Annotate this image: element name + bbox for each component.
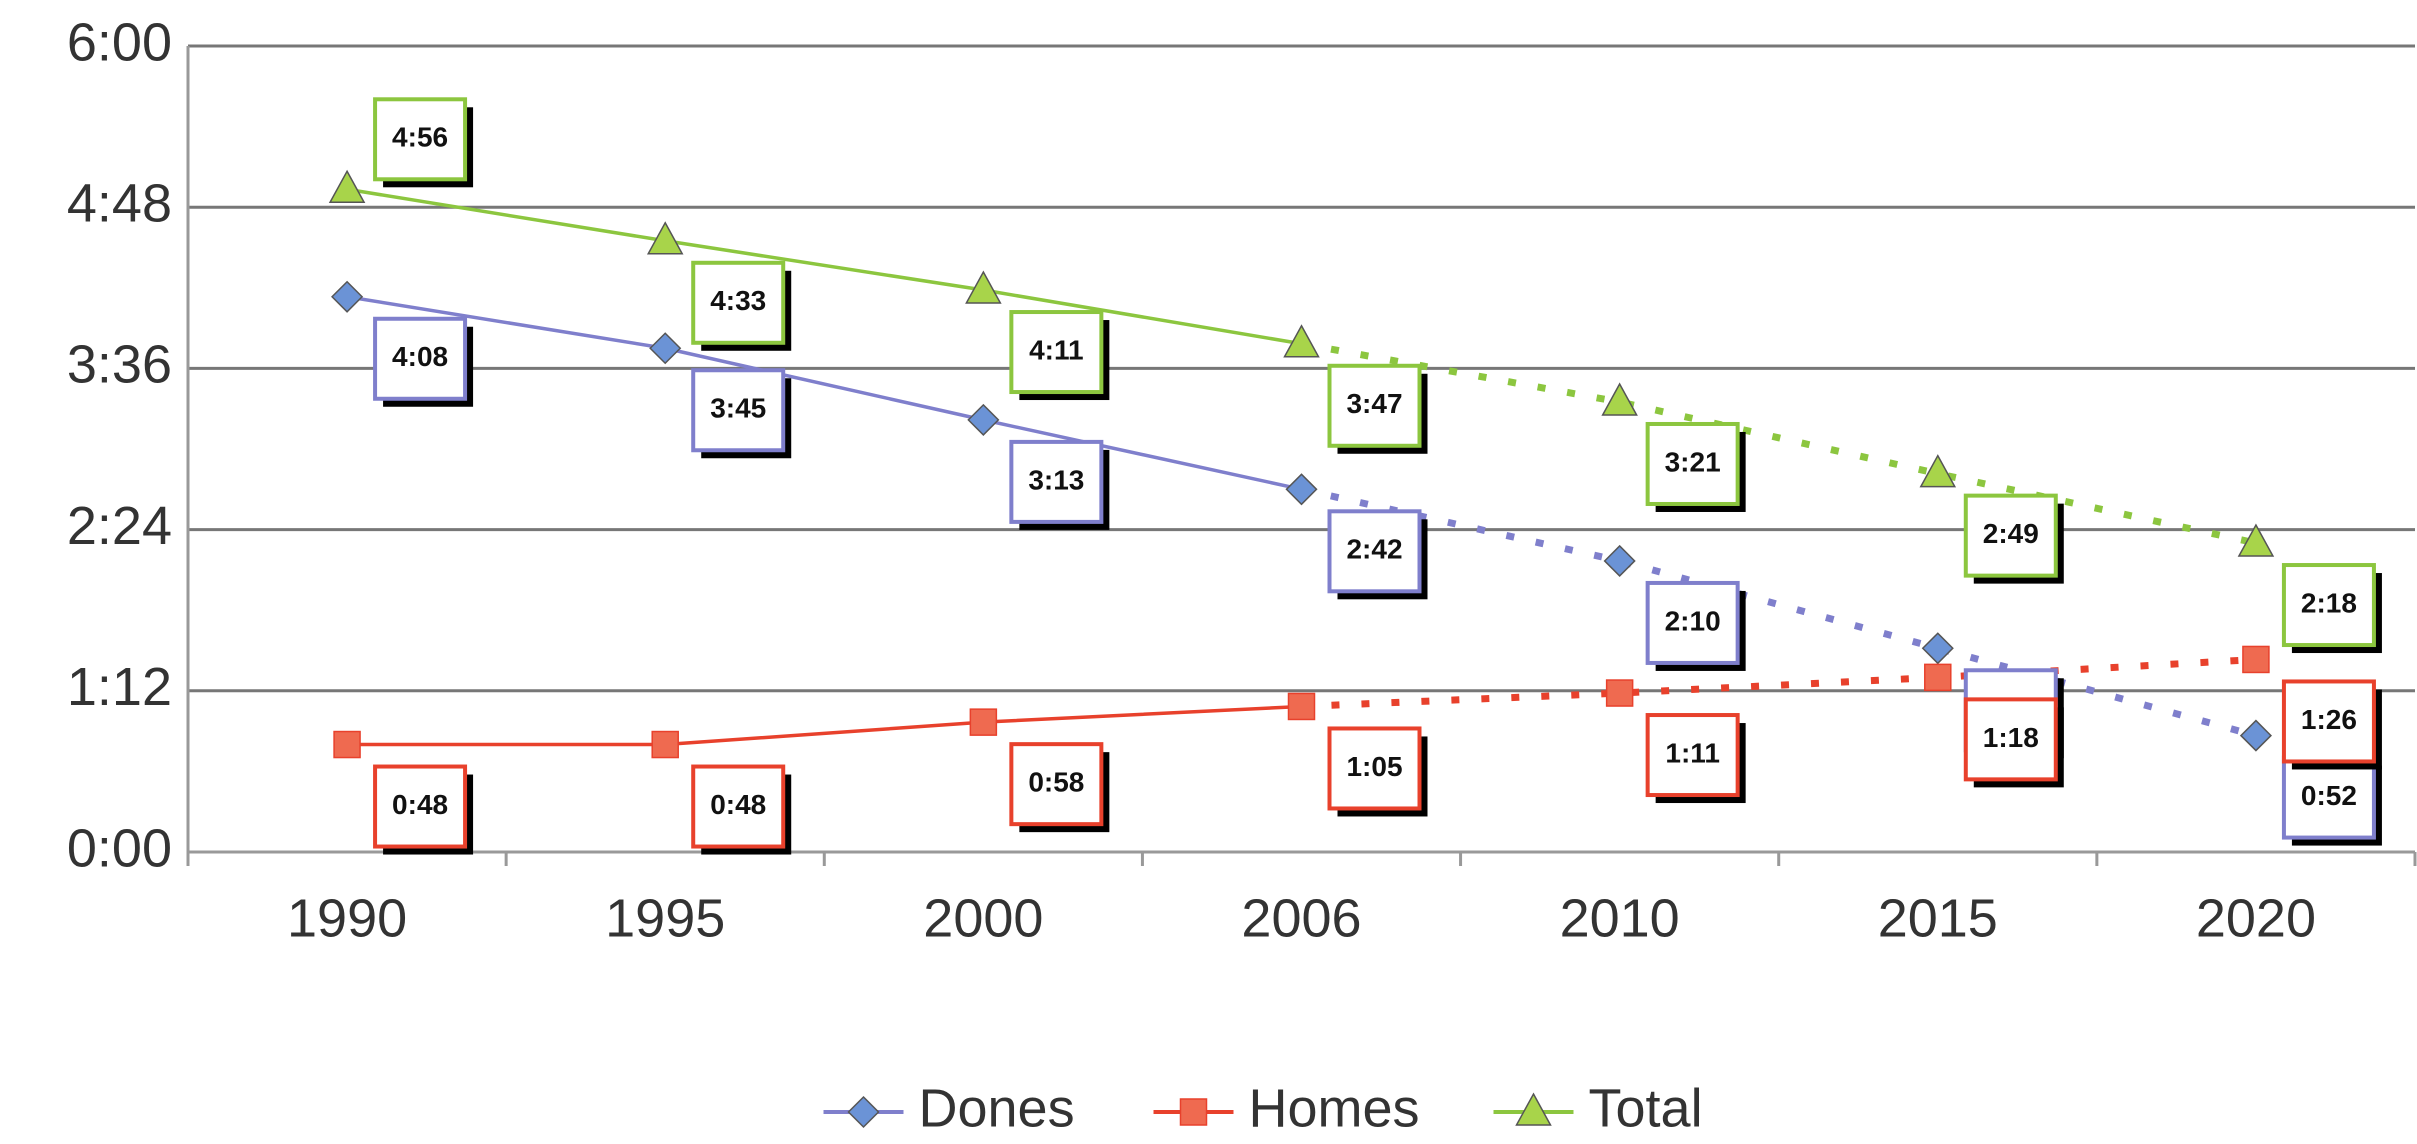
label-box [1009,439,1104,524]
label-box [1645,713,1740,798]
value-label: 1:05 [1346,751,1402,782]
label-box [373,764,468,849]
y-tick-label: 4:48 [67,173,172,233]
y-tick-label: 1:12 [67,657,172,717]
label-box [691,368,786,453]
marker [1179,1098,1208,1126]
marker [1603,544,1636,578]
marker [2237,523,2275,557]
projection-line [1300,485,2257,739]
marker [847,1095,880,1129]
y-tick-label: 2:24 [67,496,172,556]
marker [651,730,679,759]
label-box [1327,726,1422,811]
label-box [2281,563,2376,648]
marker [1287,692,1316,721]
y-tick-label: 6:00 [67,12,172,72]
value-label: 0:58 [1028,767,1084,798]
label-box [373,316,468,401]
value-label: 4:11 [1029,334,1084,365]
label-box [1645,580,1740,665]
legend-label: Total [1589,1078,1703,1138]
value-label: 3:45 [710,393,766,424]
label-box [1327,509,1422,594]
value-label: 4:08 [392,341,448,372]
value-label: 2:42 [1346,534,1402,565]
label-box [1963,697,2058,782]
marker [331,280,364,313]
marker [1921,632,1954,665]
marker [1515,1092,1552,1126]
x-tick-label: 2020 [2196,888,2316,948]
value-label: 2:10 [1665,605,1721,636]
value-label: 0:48 [710,789,766,820]
label-box [1327,363,1422,448]
value-label: 3:13 [1028,464,1084,495]
value-label: 4:33 [710,285,766,316]
x-tick-label: 2015 [1878,888,1998,948]
label-box [691,764,786,849]
x-tick-label: 1995 [605,888,725,948]
label-box [2281,679,2376,764]
series-line [347,704,1302,747]
label-box [1009,742,1104,827]
marker [649,332,682,365]
value-label: 3:21 [1665,446,1721,477]
projection-line [1300,340,2257,547]
marker [1283,324,1320,358]
label-box [373,97,468,182]
value-label: 1:18 [1983,722,2039,753]
label-box [1009,310,1104,395]
label-box [1963,493,2058,578]
marker [967,403,1000,436]
value-label: 1:26 [2301,704,2357,735]
x-tick-label: 2000 [923,888,1043,948]
marker [2242,645,2270,674]
marker [1919,454,1957,488]
label-box [2281,755,2376,840]
marker [1924,663,1952,692]
marker [2239,719,2272,752]
series-line [346,295,1302,492]
y-tick-label: 0:00 [67,818,172,878]
y-tick-label: 3:36 [67,335,172,395]
value-label: 0:48 [392,789,448,820]
label-box [691,260,786,345]
marker [328,169,366,204]
value-label: 1:11 [1665,737,1720,768]
value-label: 0:52 [2301,780,2357,811]
marker [1285,473,1318,506]
marker [1605,679,1634,707]
series-line [346,187,1302,346]
value-label: 3:47 [1346,388,1402,419]
x-tick-label: 2006 [1241,888,1361,948]
marker [333,730,361,759]
x-tick-label: 2010 [1560,888,1680,948]
marker [1601,382,1638,416]
legend-label: Homes [1249,1078,1420,1138]
marker [646,221,684,255]
x-tick-label: 1990 [287,888,407,948]
projection-line [1301,655,2257,710]
value-label: 2:49 [1983,518,2039,549]
value-label: 4:56 [392,122,448,153]
marker [965,270,1002,304]
label-box [1645,421,1740,506]
marker [969,708,998,736]
legend-label: Dones [919,1078,1075,1138]
value-label: 2:18 [2301,587,2357,618]
